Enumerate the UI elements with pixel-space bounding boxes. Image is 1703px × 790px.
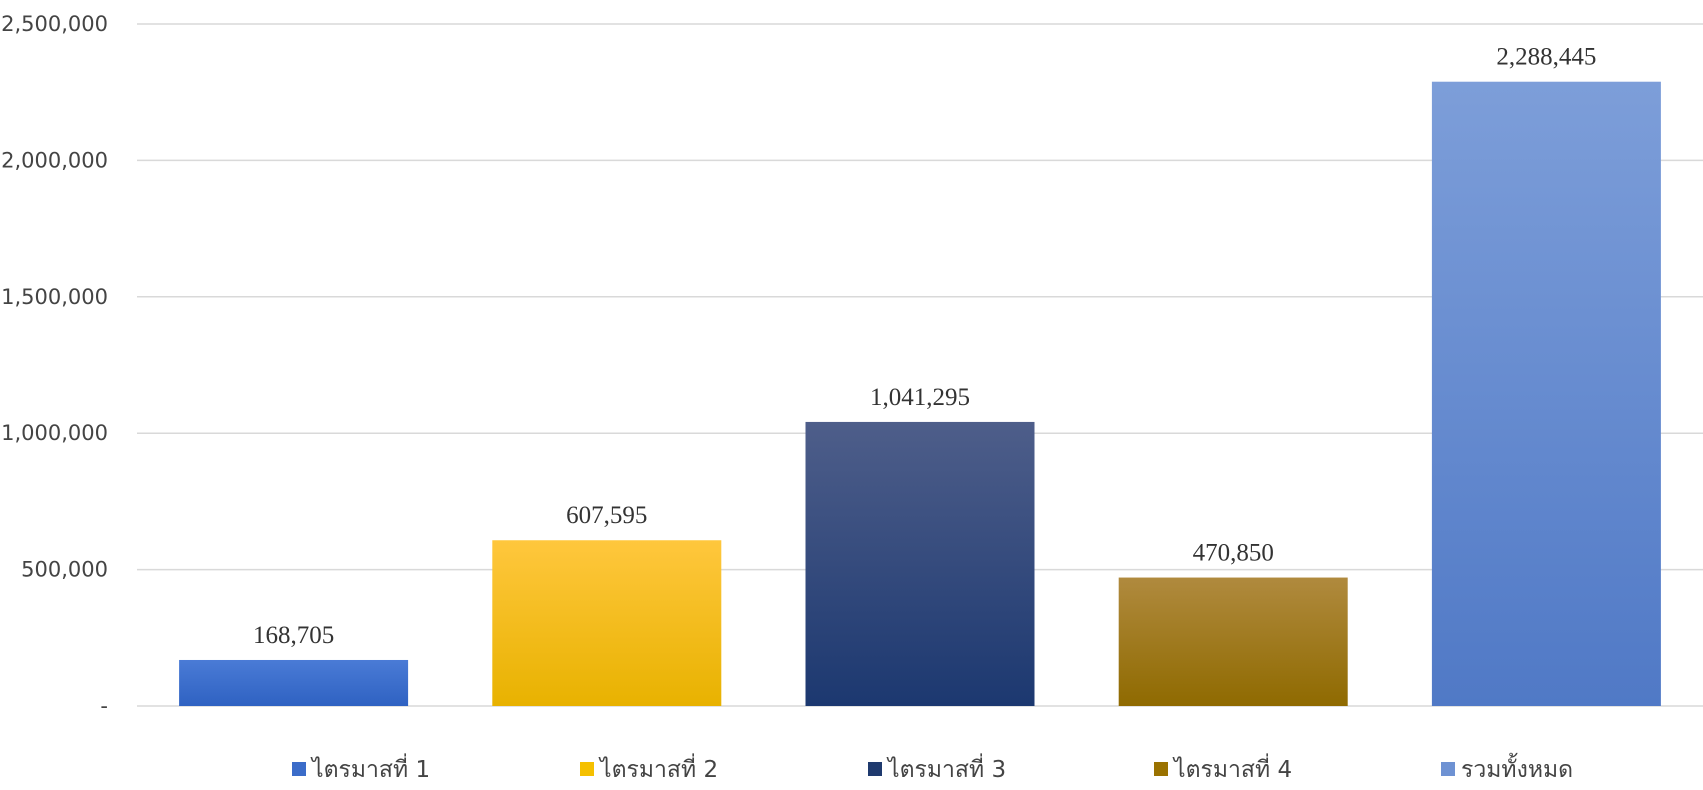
bar: [1118, 577, 1348, 706]
data-label: 168,705: [253, 622, 334, 649]
legend-label: ไตรมาสที่ 2: [598, 753, 718, 783]
y-tick-label: 1,000,000: [1, 421, 108, 445]
legend-label: รวมทั้งหมด: [1461, 753, 1573, 783]
y-tick-label: 500,000: [21, 558, 108, 582]
y-tick-label: 1,500,000: [1, 285, 108, 309]
bar: [805, 421, 1035, 706]
data-label: 470,850: [1193, 540, 1274, 567]
legend-swatch: [580, 762, 594, 776]
bar: [179, 659, 409, 706]
y-tick-label: 2,500,000: [1, 12, 108, 36]
y-axis-tick-labels: - 500,000 1,000,000 1,500,000 2,000,000 2,500…: [1, 12, 108, 718]
legend: ไตรมาสที่ 1 ไตรมาสที่ 2 ไตรมาสที่ 3 ไตรมาสท…: [292, 753, 1573, 783]
bar: [492, 540, 722, 706]
legend-swatch: [868, 762, 882, 776]
legend-swatch: [292, 762, 306, 776]
bar: [1431, 81, 1661, 706]
legend-swatch: [1154, 762, 1168, 776]
data-label: 607,595: [566, 502, 647, 529]
legend-label: ไตรมาสที่ 1: [310, 753, 430, 783]
y-tick-label: -: [100, 694, 108, 718]
legend-label: ไตรมาสที่ 4: [1172, 753, 1292, 783]
legend-swatch: [1441, 762, 1455, 776]
legend-label: ไตรมาสที่ 3: [886, 753, 1006, 783]
data-label: 1,041,295: [870, 384, 970, 411]
data-label: 2,288,445: [1496, 44, 1596, 71]
data-labels: 168,705 607,595 1,041,295 470,850 2,288,445: [253, 44, 1596, 649]
bars: [179, 81, 1661, 706]
y-tick-label: 2,000,000: [1, 148, 108, 172]
